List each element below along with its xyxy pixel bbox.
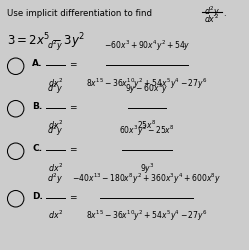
Text: $dx^2$: $dx^2$ bbox=[204, 12, 219, 25]
Text: $dx^2$: $dx^2$ bbox=[48, 161, 63, 174]
Text: B.: B. bbox=[32, 102, 43, 111]
Text: .: . bbox=[223, 9, 226, 18]
Text: $-40x^{13}-180x^8y^2+360x^3y^4+600x^8y$: $-40x^{13}-180x^8y^2+360x^3y^4+600x^8y$ bbox=[72, 171, 222, 186]
Text: =: = bbox=[69, 60, 76, 70]
Text: $3 = 2x^5 - 3y^2$: $3 = 2x^5 - 3y^2$ bbox=[7, 31, 86, 51]
Text: $dx^2$: $dx^2$ bbox=[48, 119, 63, 131]
Text: Use implicit differentiation to find: Use implicit differentiation to find bbox=[7, 9, 152, 18]
Text: D.: D. bbox=[32, 192, 43, 201]
Text: =: = bbox=[69, 146, 76, 154]
Text: $d^2y$: $d^2y$ bbox=[47, 171, 64, 186]
Text: $8x^{15}-36x^{10}y^2+54x^5y^4-27y^6$: $8x^{15}-36x^{10}y^2+54x^5y^4-27y^6$ bbox=[86, 209, 208, 223]
Text: $-60x^3+90x^4y^2+54y$: $-60x^3+90x^4y^2+54y$ bbox=[104, 39, 190, 53]
Text: $dx^2$: $dx^2$ bbox=[48, 209, 63, 221]
Text: $60x^3y^2-25x^8$: $60x^3y^2-25x^8$ bbox=[119, 124, 175, 138]
Text: =: = bbox=[69, 193, 76, 202]
Text: $9y-60x^3y$: $9y-60x^3y$ bbox=[125, 81, 169, 96]
Text: $9y^3$: $9y^3$ bbox=[139, 161, 154, 176]
Text: C.: C. bbox=[32, 144, 42, 153]
Text: $d^2y$: $d^2y$ bbox=[47, 81, 64, 96]
Text: $8x^{15}-36x^{10}y^2+54x^5y^4-27y^6$: $8x^{15}-36x^{10}y^2+54x^5y^4-27y^6$ bbox=[86, 76, 208, 91]
Text: A.: A. bbox=[32, 59, 43, 68]
Text: =: = bbox=[69, 103, 76, 112]
Text: $dx^2$: $dx^2$ bbox=[48, 76, 63, 89]
Text: $d^2y$: $d^2y$ bbox=[203, 5, 220, 20]
Text: $25x^8$: $25x^8$ bbox=[137, 119, 157, 131]
Text: $d^2y$: $d^2y$ bbox=[47, 39, 64, 53]
Text: $d^2y$: $d^2y$ bbox=[47, 124, 64, 138]
